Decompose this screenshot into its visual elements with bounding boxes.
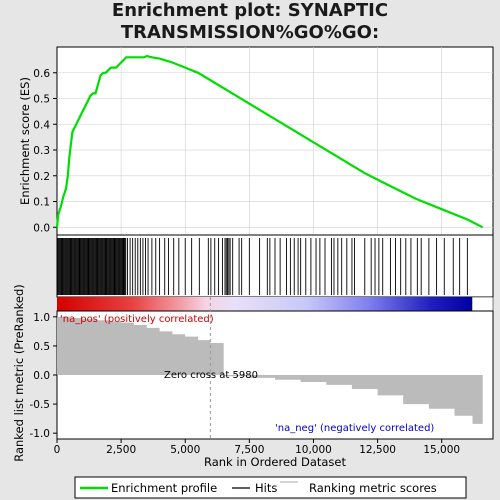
es-panel	[56, 46, 494, 236]
enrichment-profile-line	[55, 54, 484, 229]
es-y-tick-label: 0.5	[33, 94, 50, 106]
ranked-x-tick-label: 12,500	[359, 444, 396, 456]
ranked-x-tick-label: 0	[54, 444, 61, 456]
es-y-tick-label: 0.6	[33, 68, 50, 80]
negative-correlated-label: 'na_neg' (negatively correlated)	[275, 423, 434, 434]
heatmap-bar-end	[471, 296, 494, 312]
hit-markers	[57, 238, 468, 295]
es-y-axis-label: Enrichment score (ES)	[18, 77, 32, 205]
ranked-x-tick-label: 10,000	[295, 444, 332, 456]
x-axis-label: Rank in Ordered Dataset	[204, 455, 347, 469]
ranked-y-tick-label: 0.5	[33, 341, 50, 353]
legend-hits-label: Hits	[255, 481, 277, 495]
es-y-axis: 0.0 0.1 0.2 0.3 0.4 0.5 0.6	[33, 68, 57, 234]
positive-correlated-label: 'na_pos' (positively correlated)	[60, 314, 214, 325]
ranked-y-tick-label: -1.0	[30, 428, 51, 440]
es-y-tick-label: 0.3	[33, 145, 50, 157]
ranked-y-axis: 1.0 0.5 0.0 -0.5 -1.0	[30, 312, 57, 440]
es-gridlines	[57, 47, 493, 235]
ranking-heatmap-bar	[57, 297, 472, 311]
ranked-x-axis: 0 2,500 5,000 7,500 10,000 12,500 15,000	[54, 439, 460, 456]
es-y-tick-label: 0.1	[33, 197, 50, 209]
ranked-x-tick-label: 7,500	[234, 444, 264, 456]
legend-metric-label: Ranking metric scores	[309, 481, 437, 495]
zero-cross-label: Zero cross at 5980	[164, 370, 258, 381]
legend-profile-label: Enrichment profile	[111, 481, 217, 495]
es-y-tick-label: 0.0	[33, 222, 50, 234]
ranked-x-tick-label: 15,000	[423, 444, 460, 456]
ranking-metric-area	[57, 316, 483, 432]
ranked-y-tick-label: 1.0	[33, 312, 50, 324]
legend-box	[74, 476, 467, 499]
ranked-y-axis-label: Ranked list metric (PreRanked)	[12, 284, 26, 462]
ranked-x-tick-label: 5,000	[170, 444, 200, 456]
ranked-x-tick-label: 2,500	[106, 444, 136, 456]
es-y-tick-label: 0.4	[33, 119, 50, 131]
es-y-tick-label: 0.2	[33, 171, 50, 183]
ranked-y-tick-label: 0.0	[33, 370, 50, 382]
ranked-y-tick-label: -0.5	[30, 399, 51, 411]
chart-title-line1: Enrichment plot: SYNAPTIC TRANSMISSION%G…	[111, 0, 389, 43]
